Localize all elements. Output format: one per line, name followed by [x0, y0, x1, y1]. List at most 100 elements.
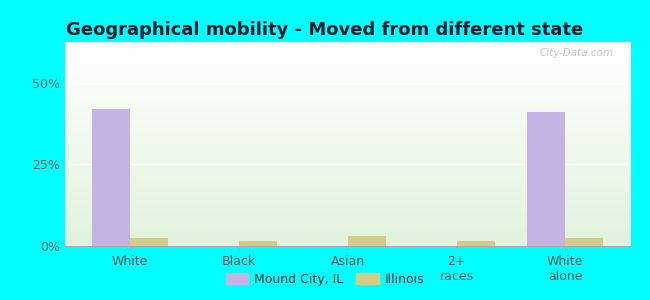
Bar: [65, 195, 630, 197]
Bar: [239, 241, 277, 246]
Bar: [65, 240, 630, 242]
Bar: [65, 124, 630, 126]
Bar: [65, 142, 630, 144]
Bar: [65, 185, 630, 187]
Bar: [65, 150, 630, 152]
Bar: [65, 68, 630, 70]
Bar: [65, 62, 630, 64]
Bar: [65, 203, 630, 205]
Bar: [65, 244, 630, 246]
Bar: [65, 179, 630, 181]
Bar: [65, 44, 630, 46]
Bar: [65, 213, 630, 215]
Bar: [65, 224, 630, 226]
Bar: [65, 236, 630, 238]
Bar: [65, 93, 630, 95]
Bar: [65, 67, 630, 68]
Bar: [65, 230, 630, 232]
Bar: [130, 238, 168, 246]
Bar: [65, 167, 630, 169]
Bar: [65, 46, 630, 48]
Bar: [65, 122, 630, 124]
Bar: [65, 87, 630, 89]
Bar: [65, 130, 630, 132]
Bar: [65, 215, 630, 217]
Bar: [65, 218, 630, 220]
Bar: [65, 56, 630, 58]
Bar: [65, 205, 630, 207]
Bar: [65, 221, 630, 224]
Bar: [65, 152, 630, 154]
Bar: [65, 156, 630, 158]
Bar: [65, 197, 630, 199]
Bar: [65, 211, 630, 213]
Bar: [65, 201, 630, 203]
Bar: [65, 52, 630, 54]
Bar: [65, 209, 630, 211]
Bar: [65, 54, 630, 56]
Bar: [65, 77, 630, 79]
Bar: [65, 148, 630, 150]
Bar: [65, 75, 630, 77]
Bar: [65, 138, 630, 140]
Bar: [65, 126, 630, 128]
Text: City-Data.com: City-Data.com: [540, 48, 614, 58]
Bar: [65, 95, 630, 97]
Bar: [65, 158, 630, 160]
Bar: [65, 189, 630, 191]
Bar: [65, 42, 630, 44]
Bar: [348, 236, 386, 246]
Bar: [65, 83, 630, 85]
Bar: [65, 199, 630, 201]
Bar: [65, 172, 630, 175]
Bar: [65, 97, 630, 99]
Bar: [65, 183, 630, 185]
Bar: [65, 111, 630, 113]
Bar: [65, 226, 630, 228]
Bar: [65, 136, 630, 138]
Bar: [65, 193, 630, 195]
Bar: [65, 99, 630, 101]
Bar: [65, 48, 630, 50]
Bar: [65, 154, 630, 156]
Bar: [65, 81, 630, 83]
Bar: [65, 105, 630, 107]
Bar: [65, 228, 630, 230]
Bar: [65, 79, 630, 81]
Bar: [65, 113, 630, 116]
Bar: [456, 241, 495, 246]
Bar: [65, 242, 630, 244]
Bar: [65, 191, 630, 193]
Bar: [65, 103, 630, 105]
Bar: [65, 164, 630, 166]
Bar: [65, 101, 630, 103]
Bar: [566, 238, 603, 246]
Bar: [65, 107, 630, 109]
Bar: [65, 162, 630, 164]
Bar: [65, 169, 630, 170]
Legend: Mound City, IL, Illinois: Mound City, IL, Illinois: [220, 268, 430, 291]
Bar: [65, 175, 630, 177]
Bar: [65, 170, 630, 172]
Bar: [65, 140, 630, 142]
Bar: [65, 232, 630, 234]
Bar: [65, 220, 630, 221]
Bar: [65, 116, 630, 118]
Bar: [65, 73, 630, 75]
Bar: [65, 50, 630, 52]
Bar: [65, 207, 630, 209]
Bar: [65, 128, 630, 130]
Bar: [65, 91, 630, 93]
Bar: [92, 109, 130, 246]
Bar: [65, 146, 630, 148]
Bar: [65, 119, 630, 122]
Bar: [65, 187, 630, 189]
Text: Geographical mobility - Moved from different state: Geographical mobility - Moved from diffe…: [66, 21, 584, 39]
Bar: [65, 58, 630, 60]
Bar: [65, 144, 630, 146]
Bar: [65, 64, 630, 67]
Bar: [65, 70, 630, 73]
Bar: [65, 238, 630, 240]
Bar: [65, 234, 630, 236]
Bar: [65, 89, 630, 91]
